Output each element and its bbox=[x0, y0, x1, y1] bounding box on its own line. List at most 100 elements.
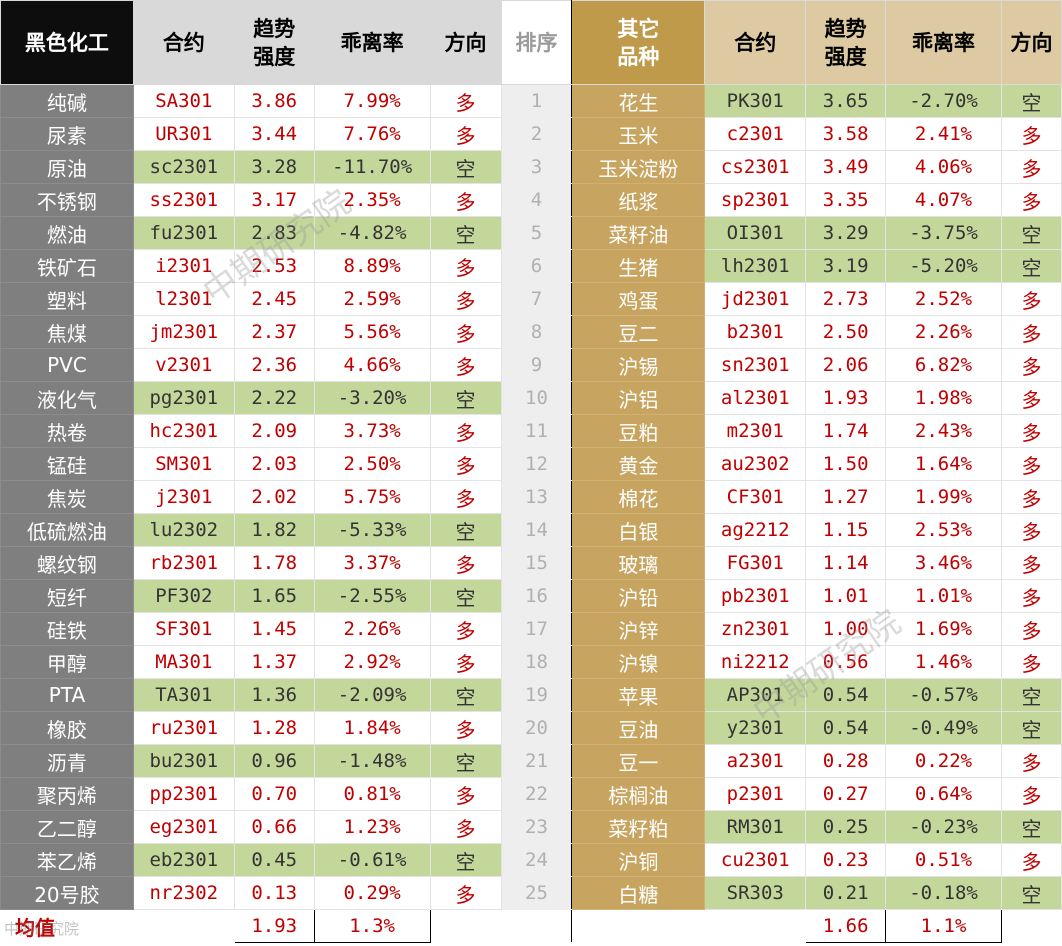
left-deviation-rate: 2.59% bbox=[313, 282, 431, 316]
table-row: 液化气 pg2301 2.22 -3.20% 空 10 沪铝 al2301 1.93 1.98% 多 bbox=[0, 381, 1062, 415]
right-commodity-name: 豆一 bbox=[571, 744, 706, 778]
left-direction: 空 bbox=[429, 678, 502, 712]
right-trend-strength: 0.54 bbox=[805, 678, 887, 712]
left-direction: 空 bbox=[429, 579, 502, 613]
rank-number: 24 bbox=[500, 843, 573, 877]
right-trend-strength: 0.54 bbox=[805, 711, 887, 745]
right-deviation-rate: 0.64% bbox=[885, 777, 1002, 811]
left-trend-strength: 0.13 bbox=[233, 876, 315, 910]
header-contract-right: 合约 bbox=[704, 0, 807, 85]
left-contract-code: ss2301 bbox=[132, 183, 235, 217]
right-commodity-name: 玻璃 bbox=[571, 546, 706, 580]
right-contract-code: m2301 bbox=[704, 414, 807, 448]
rank-number: 17 bbox=[500, 612, 573, 646]
left-commodity-name: 不锈钢 bbox=[0, 183, 134, 217]
left-contract-code: pp2301 bbox=[132, 777, 235, 811]
right-trend-strength: 1.50 bbox=[805, 447, 887, 481]
right-contract-code: cu2301 bbox=[704, 843, 807, 877]
table-row: 纯碱 SA301 3.86 7.99% 多 1 花生 PK301 3.65 -2.70% 空 bbox=[0, 84, 1062, 118]
left-commodity-name: 橡胶 bbox=[0, 711, 134, 745]
right-deviation-rate: -0.49% bbox=[885, 711, 1002, 745]
left-commodity-name: PTA bbox=[0, 678, 134, 712]
average-label: 均值 bbox=[0, 909, 134, 943]
rank-number: 2 bbox=[500, 117, 573, 151]
left-direction: 多 bbox=[429, 447, 502, 481]
table-row: 原油 sc2301 3.28 -11.70% 空 3 玉米淀粉 cs2301 3.49 4.06%… bbox=[0, 150, 1062, 184]
header-right-category: 其它 品种 bbox=[571, 0, 706, 85]
left-contract-code: SM301 bbox=[132, 447, 235, 481]
right-contract-code: au2302 bbox=[704, 447, 807, 481]
left-trend-strength: 1.37 bbox=[233, 645, 315, 679]
left-trend-strength: 3.28 bbox=[233, 150, 315, 184]
right-deviation-rate: 6.82% bbox=[885, 348, 1002, 382]
left-contract-code: MA301 bbox=[132, 645, 235, 679]
left-trend-strength: 2.03 bbox=[233, 447, 315, 481]
left-trend-strength: 2.22 bbox=[233, 381, 315, 415]
left-trend-strength: 3.44 bbox=[233, 117, 315, 151]
rank-number: 8 bbox=[500, 315, 573, 349]
right-commodity-name: 豆油 bbox=[571, 711, 706, 745]
left-direction: 多 bbox=[429, 612, 502, 646]
right-trend-strength: 1.27 bbox=[805, 480, 887, 514]
right-trend-strength: 3.65 bbox=[805, 84, 887, 118]
rank-number: 12 bbox=[500, 447, 573, 481]
right-contract-code: RM301 bbox=[704, 810, 807, 844]
table-row: 苯乙烯 eb2301 0.45 -0.61% 空 24 沪铜 cu2301 0.23 0.51% 多 bbox=[0, 843, 1062, 877]
left-commodity-name: 短纤 bbox=[0, 579, 134, 613]
table-row: 螺纹钢 rb2301 1.78 3.37% 多 15 玻璃 FG301 1.14 3.46% 多 bbox=[0, 546, 1062, 580]
right-contract-code: c2301 bbox=[704, 117, 807, 151]
right-direction: 多 bbox=[1000, 282, 1062, 316]
left-trend-strength: 2.53 bbox=[233, 249, 315, 283]
left-contract-code: SF301 bbox=[132, 612, 235, 646]
left-deviation-rate: 2.50% bbox=[313, 447, 431, 481]
right-commodity-name: 沪锡 bbox=[571, 348, 706, 382]
right-commodity-name: 菜籽粕 bbox=[571, 810, 706, 844]
left-contract-code: rb2301 bbox=[132, 546, 235, 580]
rank-number: 13 bbox=[500, 480, 573, 514]
left-commodity-name: 锰硅 bbox=[0, 447, 134, 481]
left-direction: 多 bbox=[429, 711, 502, 745]
left-direction: 多 bbox=[429, 348, 502, 382]
right-direction: 多 bbox=[1000, 612, 1062, 646]
left-direction: 多 bbox=[429, 249, 502, 283]
left-trend-strength: 2.37 bbox=[233, 315, 315, 349]
left-contract-code: sc2301 bbox=[132, 150, 235, 184]
left-deviation-rate: -2.09% bbox=[313, 678, 431, 712]
right-direction: 空 bbox=[1000, 810, 1062, 844]
left-commodity-name: 液化气 bbox=[0, 381, 134, 415]
right-deviation-rate: 4.06% bbox=[885, 150, 1002, 184]
left-commodity-name: 塑料 bbox=[0, 282, 134, 316]
right-commodity-name: 白糖 bbox=[571, 876, 706, 910]
right-contract-code: PK301 bbox=[704, 84, 807, 118]
right-contract-code: sp2301 bbox=[704, 183, 807, 217]
table-row: 不锈钢 ss2301 3.17 2.35% 多 4 纸浆 sp2301 3.35 4.07% 多 bbox=[0, 183, 1062, 217]
left-commodity-name: 聚丙烯 bbox=[0, 777, 134, 811]
left-deviation-rate: 2.92% bbox=[313, 645, 431, 679]
left-deviation-rate: 4.66% bbox=[313, 348, 431, 382]
right-direction: 多 bbox=[1000, 546, 1062, 580]
left-trend-strength: 1.45 bbox=[233, 612, 315, 646]
left-contract-code: v2301 bbox=[132, 348, 235, 382]
rank-number: 7 bbox=[500, 282, 573, 316]
table-row: 硅铁 SF301 1.45 2.26% 多 17 沪锌 zn2301 1.00 1.69% 多 bbox=[0, 612, 1062, 646]
left-trend-strength: 2.36 bbox=[233, 348, 315, 382]
left-commodity-name: 乙二醇 bbox=[0, 810, 134, 844]
left-commodity-name: 热卷 bbox=[0, 414, 134, 448]
average-blank-left-dir bbox=[429, 909, 502, 943]
right-deviation-rate: -2.70% bbox=[885, 84, 1002, 118]
rank-number: 14 bbox=[500, 513, 573, 547]
left-trend-strength: 0.66 bbox=[233, 810, 315, 844]
average-strength-right: 1.66 bbox=[805, 909, 887, 943]
left-contract-code: l2301 bbox=[132, 282, 235, 316]
left-commodity-name: 原油 bbox=[0, 150, 134, 184]
left-trend-strength: 2.45 bbox=[233, 282, 315, 316]
right-trend-strength: 1.93 bbox=[805, 381, 887, 415]
left-contract-code: nr2302 bbox=[132, 876, 235, 910]
right-commodity-name: 豆二 bbox=[571, 315, 706, 349]
left-direction: 多 bbox=[429, 645, 502, 679]
header-trend-strength-left: 趋势 强度 bbox=[233, 0, 315, 85]
right-deviation-rate: 3.46% bbox=[885, 546, 1002, 580]
right-deviation-rate: 2.53% bbox=[885, 513, 1002, 547]
right-commodity-name: 花生 bbox=[571, 84, 706, 118]
left-deviation-rate: 8.89% bbox=[313, 249, 431, 283]
